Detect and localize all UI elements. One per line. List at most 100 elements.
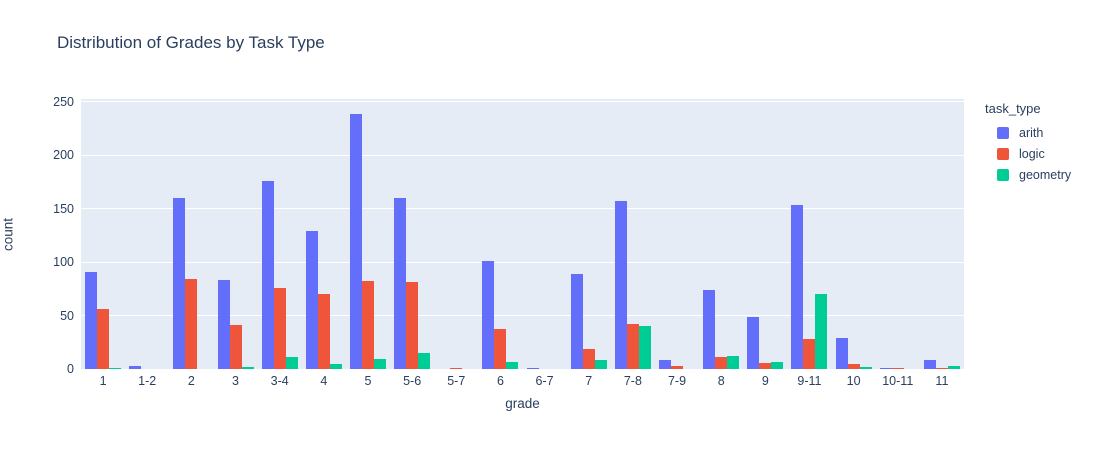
x-tick-label: 8 — [717, 374, 725, 388]
bar-group-3 — [213, 99, 257, 369]
gridline — [81, 368, 964, 370]
bar-geometry-9-11[interactable] — [815, 294, 828, 369]
bar-logic-8[interactable] — [715, 357, 728, 369]
bar-geometry-11[interactable] — [947, 366, 960, 369]
bar-arith-9[interactable] — [747, 317, 760, 369]
bar-group-5 — [346, 99, 390, 369]
bar-logic-4[interactable] — [317, 294, 330, 369]
x-tick-label: 11 — [935, 374, 949, 388]
bar-logic-1[interactable] — [97, 309, 110, 369]
y-tick-label: 0 — [67, 362, 74, 376]
bar-arith-7[interactable] — [570, 274, 583, 369]
bar-group-7-9 — [655, 99, 699, 369]
y-tick-label: 150 — [53, 201, 74, 216]
x-tick-label: 3 — [232, 374, 239, 388]
bar-arith-6-7[interactable] — [526, 368, 539, 369]
bar-group-1-2 — [125, 99, 169, 369]
bar-logic-5[interactable] — [361, 281, 374, 369]
bar-group-7-8 — [611, 99, 655, 369]
y-tick-label: 200 — [53, 148, 74, 163]
bar-geometry-7-8[interactable] — [638, 326, 651, 369]
bar-geometry-5-6[interactable] — [418, 353, 431, 369]
bar-group-4 — [302, 99, 346, 369]
bar-logic-11[interactable] — [935, 368, 948, 369]
bar-arith-3-4[interactable] — [261, 181, 274, 369]
bar-logic-10-11[interactable] — [891, 368, 904, 369]
bar-geometry-7[interactable] — [594, 360, 607, 369]
bar-arith-10-11[interactable] — [879, 368, 892, 369]
bar-logic-9[interactable] — [759, 363, 772, 369]
bar-geometry-6[interactable] — [506, 362, 519, 369]
y-tick-label: 250 — [53, 94, 74, 109]
bar-arith-4[interactable] — [305, 231, 318, 369]
x-tick-label: 4 — [320, 374, 328, 388]
bar-logic-10[interactable] — [847, 364, 860, 369]
bar-logic-7[interactable] — [582, 349, 595, 369]
bar-logic-5-6[interactable] — [406, 282, 419, 369]
bar-geometry-5[interactable] — [373, 359, 386, 369]
y-axis-title: count — [0, 217, 16, 252]
bar-logic-9-11[interactable] — [803, 339, 816, 369]
bar-arith-3[interactable] — [217, 280, 230, 369]
x-tick-label: 7 — [585, 374, 593, 388]
x-tick-label: 1-2 — [138, 374, 157, 388]
gridline — [81, 101, 964, 103]
bar-logic-6[interactable] — [494, 329, 507, 369]
legend-label: geometry — [1019, 167, 1072, 182]
bar-logic-7-8[interactable] — [626, 324, 639, 369]
bar-arith-6[interactable] — [482, 261, 495, 369]
x-tick-label: 1 — [99, 374, 107, 388]
bar-logic-3-4[interactable] — [273, 288, 286, 369]
y-tick-label: 100 — [53, 255, 74, 270]
bar-arith-11[interactable] — [923, 360, 936, 369]
bar-group-11 — [920, 99, 964, 369]
bar-arith-7-9[interactable] — [659, 360, 671, 369]
bar-logic-2[interactable] — [185, 279, 198, 369]
bar-geometry-3[interactable] — [241, 367, 254, 369]
bar-arith-1[interactable] — [85, 272, 98, 369]
bar-arith-10[interactable] — [835, 338, 848, 369]
bar-geometry-1[interactable] — [109, 368, 122, 369]
legend: task_type arith logic geometry — [985, 101, 1071, 185]
legend-items: arith logic geometry — [985, 122, 1071, 185]
bar-logic-3[interactable] — [229, 325, 242, 369]
bar-arith-9-11[interactable] — [791, 205, 804, 369]
bar-geometry-10[interactable] — [859, 367, 872, 369]
x-tick-label: 2 — [187, 374, 195, 388]
bar-geometry-8[interactable] — [727, 356, 740, 369]
gridline — [81, 208, 964, 210]
chart-title: Distribution of Grades by Task Type — [57, 33, 325, 52]
bar-geometry-3-4[interactable] — [285, 357, 298, 369]
bar-group-6 — [478, 99, 522, 369]
legend-item-arith[interactable]: arith — [985, 122, 1071, 143]
bar-logic-5-7[interactable] — [450, 368, 463, 369]
legend-label: arith — [1019, 125, 1044, 140]
x-tick-label: 5 — [364, 374, 372, 388]
bar-arith-7-8[interactable] — [614, 201, 627, 369]
bar-group-10-11 — [876, 99, 920, 369]
bar-arith-5-6[interactable] — [394, 198, 407, 369]
bar-group-3-4 — [258, 99, 302, 369]
gridline — [81, 315, 964, 317]
bar-group-6-7 — [523, 99, 567, 369]
legend-item-logic[interactable]: logic — [985, 143, 1071, 164]
bar-arith-8[interactable] — [703, 290, 716, 369]
bar-geometry-9[interactable] — [771, 362, 784, 369]
x-tick-label: 5-6 — [403, 374, 422, 388]
bar-group-2 — [169, 99, 213, 369]
bar-group-7 — [567, 99, 611, 369]
legend-swatch-logic — [997, 147, 1009, 160]
bar-group-5-7 — [434, 99, 478, 369]
bar-arith-2[interactable] — [173, 198, 186, 369]
bar-arith-1-2[interactable] — [129, 366, 142, 369]
bar-logic-7-9[interactable] — [671, 366, 683, 369]
bar-group-5-6 — [390, 99, 434, 369]
x-tick-label: 3-4 — [270, 374, 289, 388]
legend-item-geometry[interactable]: geometry — [985, 164, 1071, 185]
x-tick-label: 7-8 — [623, 374, 642, 388]
x-tick-label: 7-9 — [667, 374, 687, 388]
bar-arith-5[interactable] — [349, 114, 362, 369]
bar-group-1 — [81, 99, 125, 369]
bar-geometry-4[interactable] — [329, 364, 342, 369]
